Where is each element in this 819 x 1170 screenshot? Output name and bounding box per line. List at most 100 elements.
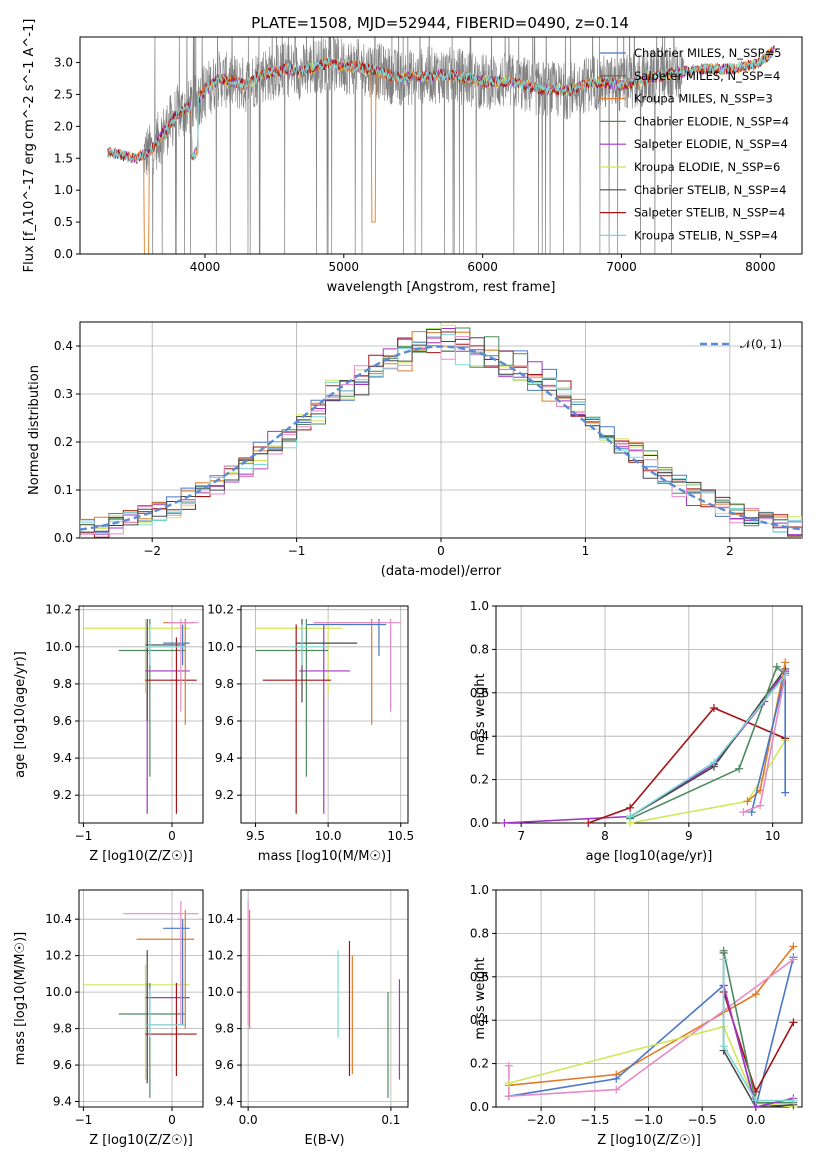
y-tick-label: 0.1	[54, 483, 73, 497]
legend-label: Salpeter STELIB, N_SSP=4	[634, 206, 785, 220]
weight-marker	[504, 1079, 513, 1088]
y-axis-label: mass [log10(M/M☉)]	[13, 932, 28, 1065]
panel-weight_vs_Z: −2.0 −1.5 −1.0 −0.5 0.0 0.0 0.2 0.4 0.6 0.8 1.0 Z […	[470, 883, 803, 1148]
y-axis-label: mass weight	[473, 673, 488, 755]
y-axis-label: mass weight	[473, 957, 488, 1039]
panel-mass_vs_Z: −1 0 9.4 9.6 9.8 10.0 10.2 10.4 Z [log10(Z/Z☉)] m…	[13, 889, 204, 1148]
x-tick-label: −1	[75, 829, 93, 843]
y-tick-label: 9.6	[53, 1058, 72, 1072]
y-tick-label: 9.4	[215, 1095, 234, 1109]
x-tick-label: −1.0	[634, 1113, 663, 1127]
axes-frame	[495, 605, 803, 824]
axes-frame	[78, 889, 204, 1108]
x-tick-label: 1	[582, 544, 590, 558]
weight-marker	[719, 1042, 728, 1051]
x-axis-label: wavelength [Angstrom, rest frame]	[327, 280, 556, 295]
axes-frame	[495, 889, 803, 1108]
axes-frame	[79, 321, 803, 539]
y-tick-label: 9.6	[215, 1058, 234, 1072]
weight-marker	[743, 797, 752, 806]
y-tick-label: 9.4	[53, 1095, 72, 1109]
y-tick-label: 10.0	[45, 640, 72, 654]
weight-marker	[781, 658, 790, 667]
y-tick-label: 1.0	[54, 183, 73, 197]
weight-line-salpeter-stelib	[587, 707, 786, 823]
legend-label: Kroupa MILES, N_SSP=3	[634, 92, 773, 106]
x-tick-label: 7	[517, 829, 525, 843]
x-axis-label: Z [log10(Z/Z☉)]	[89, 1133, 193, 1148]
weight-marker	[719, 946, 728, 955]
y-tick-label: 0.0	[470, 816, 489, 830]
y-tick-label: 10.0	[45, 985, 72, 999]
y-tick-label: 9.2	[215, 788, 234, 802]
y-tick-label: 10.2	[207, 949, 234, 963]
panel-age_vs_mass: 9.5 10.0 10.5 9.2 9.4 9.6 9.8 10.0 10.2 mass [log…	[207, 603, 414, 864]
weight-marker	[504, 1092, 513, 1101]
axes-frame	[79, 36, 803, 255]
histogram-chabrier-stelib	[80, 329, 802, 537]
legend-label: Salpeter MILES, N_SSP=4	[634, 69, 780, 83]
weight-marker	[789, 955, 798, 964]
panel-mass_vs_ebv: 0.0 0.1 9.4 9.6 9.8 10.0 10.2 10.4 E(B-V)	[207, 889, 409, 1148]
weight-marker	[772, 662, 781, 671]
x-tick-label: −1	[288, 544, 306, 558]
x-tick-label: 7000	[606, 260, 637, 274]
y-tick-label: 0.0	[470, 1100, 489, 1114]
x-tick-label: −2	[143, 544, 161, 558]
y-tick-label: 0.2	[54, 435, 73, 449]
y-tick-label: 9.4	[215, 751, 234, 765]
weight-marker	[789, 942, 798, 951]
y-tick-label: 0.0	[54, 531, 73, 545]
weight-line-chabrier-elodie	[629, 665, 786, 820]
y-tick-label: 0.0	[54, 247, 73, 261]
y-tick-label: 0.6	[470, 970, 489, 984]
y-tick-label: 10.0	[207, 640, 234, 654]
weight-line-kroupa-elodie	[508, 1025, 794, 1107]
x-tick-label: 6000	[467, 260, 498, 274]
y-tick-label: 0.8	[470, 642, 489, 656]
y-tick-label: 9.8	[215, 677, 234, 691]
y-tick-label: 10.2	[45, 603, 72, 617]
y-tick-label: 0.4	[54, 339, 73, 353]
weight-marker	[626, 803, 635, 812]
weight-marker	[709, 758, 718, 767]
x-tick-label: 10.0	[315, 829, 342, 843]
x-tick-label: −1	[75, 1113, 93, 1127]
weight-marker	[781, 788, 790, 797]
y-tick-label: 0.4	[470, 729, 489, 743]
legend-label: Chabrier MILES, N_SSP=5	[634, 46, 781, 60]
x-tick-label: −1.5	[580, 1113, 609, 1127]
y-tick-label: 9.4	[53, 751, 72, 765]
y-tick-label: 0.4	[470, 1013, 489, 1027]
x-axis-label: Z [log10(Z/Z☉)]	[597, 1133, 701, 1148]
y-tick-label: 10.4	[207, 912, 234, 926]
y-tick-label: 1.5	[54, 151, 73, 165]
weight-marker	[751, 990, 760, 999]
y-tick-label: 10.0	[207, 985, 234, 999]
x-tick-label: 10	[765, 829, 780, 843]
weight-marker	[719, 955, 728, 964]
legend-label: Kroupa STELIB, N_SSP=4	[634, 228, 778, 242]
weight-line-kroupa-stelib	[722, 959, 794, 1102]
weight-marker	[781, 671, 790, 680]
weight-marker	[584, 819, 593, 827]
weight-marker	[756, 801, 765, 810]
x-tick-label: −0.5	[688, 1113, 717, 1127]
y-axis-label: age [log10(age/yr)]	[13, 651, 28, 778]
y-tick-label: 10.2	[45, 949, 72, 963]
weight-marker	[735, 764, 744, 773]
x-axis-label: E(B-V)	[304, 1133, 344, 1148]
y-tick-label: 0.8	[470, 926, 489, 940]
axes-frame	[240, 889, 409, 1108]
legend-label: Chabrier ELODIE, N_SSP=4	[634, 114, 789, 128]
y-tick-label: 9.8	[53, 677, 72, 691]
y-tick-label: 3.0	[54, 56, 73, 70]
weight-marker	[612, 1074, 621, 1083]
x-tick-label: 0	[437, 544, 445, 558]
x-axis-label: (data-model)/error	[381, 564, 502, 579]
x-tick-label: 8000	[745, 260, 776, 274]
panel-age_vs_Z: −1 0 9.2 9.4 9.6 9.8 10.0 10.2 Z [log10(Z/Z☉)] ag…	[13, 603, 204, 864]
weight-marker	[500, 819, 509, 827]
weight-marker	[751, 1096, 760, 1105]
